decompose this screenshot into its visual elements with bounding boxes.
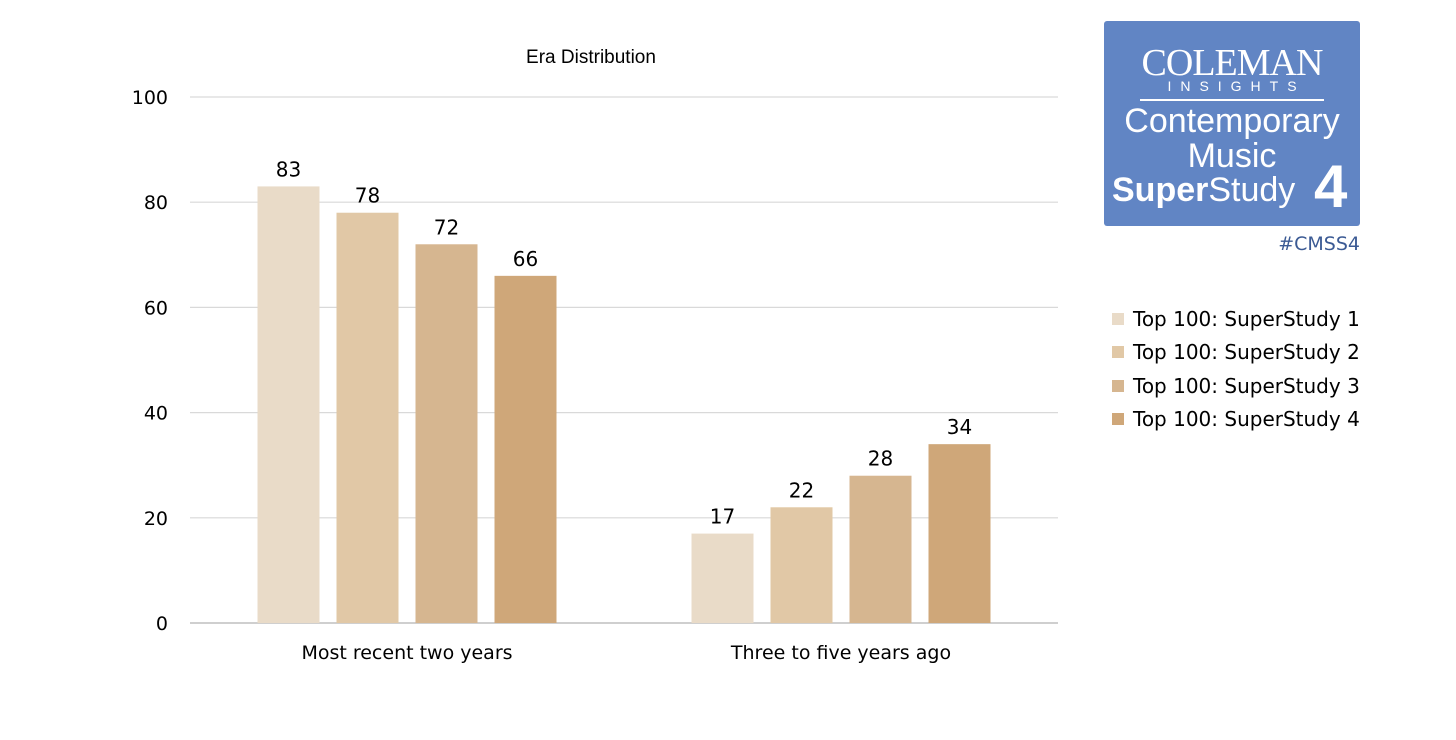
data-labels: 83 78 72 66 17 22 28 34 bbox=[276, 157, 972, 528]
bar bbox=[770, 507, 833, 623]
logo-line-2: Music bbox=[1187, 137, 1277, 175]
logo-line-3: SuperStudy bbox=[1112, 171, 1295, 209]
bar bbox=[415, 244, 478, 623]
logo-number: 4 bbox=[1314, 153, 1348, 220]
data-label: 28 bbox=[868, 447, 893, 471]
logo-line-1: Contemporary bbox=[1124, 102, 1340, 140]
legend-item: Top 100: SuperStudy 4 bbox=[1112, 403, 1360, 437]
coleman-insights-logo: COLEMAN INSIGHTS Contemporary Music Supe… bbox=[1104, 21, 1360, 226]
gridlines bbox=[190, 96, 1058, 624]
chart-title: Era Distribution bbox=[526, 47, 656, 68]
data-label: 78 bbox=[355, 184, 380, 208]
bar-chart: Era Distribution 0 20 40 60 80 100 83 78 72 66 17… bbox=[132, 47, 1058, 664]
legend-item: Top 100: SuperStudy 2 bbox=[1112, 336, 1360, 370]
legend-label: Top 100: SuperStudy 1 bbox=[1133, 306, 1360, 331]
x-category-label: Most recent two years bbox=[301, 642, 512, 664]
logo-brand: COLEMAN bbox=[1141, 42, 1324, 84]
legend-item: Top 100: SuperStudy 1 bbox=[1112, 302, 1360, 336]
y-tick-label: 40 bbox=[144, 403, 168, 425]
legend-label: Top 100: SuperStudy 2 bbox=[1133, 340, 1360, 365]
data-label: 66 bbox=[513, 247, 538, 271]
chart-legend: Top 100: SuperStudy 1 Top 100: SuperStudy… bbox=[1112, 302, 1360, 436]
bar bbox=[257, 186, 320, 624]
data-label: 22 bbox=[789, 478, 814, 502]
y-tick-label: 80 bbox=[144, 192, 168, 214]
bar bbox=[494, 275, 557, 623]
x-category-label: Three to five years ago bbox=[730, 642, 951, 664]
legend-swatch bbox=[1112, 413, 1124, 426]
bar bbox=[336, 212, 399, 623]
logo-brand-sub: INSIGHTS bbox=[1167, 78, 1306, 94]
legend-swatch bbox=[1112, 379, 1124, 392]
data-label: 17 bbox=[710, 505, 735, 529]
y-tick-label: 20 bbox=[144, 508, 168, 530]
data-label: 72 bbox=[434, 215, 459, 239]
data-label: 34 bbox=[947, 415, 972, 439]
hashtag: #CMSS4 bbox=[1278, 233, 1360, 255]
logo-rule bbox=[1140, 99, 1324, 101]
data-label: 83 bbox=[276, 157, 301, 181]
bar bbox=[849, 475, 912, 623]
y-tick-label: 100 bbox=[132, 87, 168, 109]
bars bbox=[257, 186, 991, 624]
legend-swatch bbox=[1112, 346, 1124, 359]
legend-label: Top 100: SuperStudy 3 bbox=[1133, 373, 1360, 398]
y-tick-label: 60 bbox=[144, 297, 168, 319]
legend-label: Top 100: SuperStudy 4 bbox=[1133, 407, 1360, 432]
bar bbox=[691, 533, 754, 623]
legend-item: Top 100: SuperStudy 3 bbox=[1112, 369, 1360, 403]
logo-line-3-bold: Super bbox=[1112, 171, 1209, 209]
bar bbox=[928, 444, 991, 623]
y-axis-ticks: 0 20 40 60 80 100 bbox=[132, 87, 168, 635]
logo-line-3-rest: Study bbox=[1208, 171, 1296, 209]
x-axis-categories: Most recent two years Three to five years… bbox=[301, 642, 951, 664]
legend-swatch bbox=[1112, 312, 1124, 325]
y-tick-label: 0 bbox=[156, 613, 168, 635]
